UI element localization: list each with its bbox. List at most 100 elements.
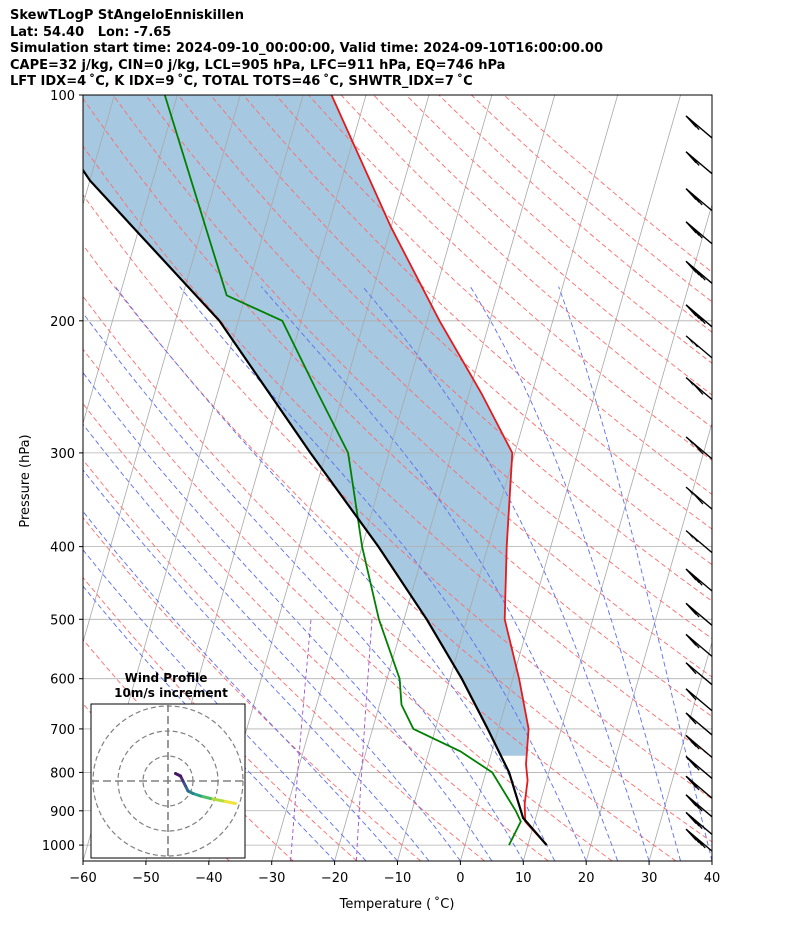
parcel-profile-line	[83, 168, 548, 846]
wind-barb	[685, 151, 713, 175]
moist-adiabat	[179, 286, 587, 861]
barb-half	[692, 781, 698, 788]
dry-adiabat	[83, 516, 421, 861]
barb-flag	[686, 436, 694, 447]
hodograph-segment	[174, 772, 182, 778]
dry-adiabat	[83, 194, 712, 800]
isotherm-gridline	[711, 859, 712, 861]
moist-adiabat	[83, 549, 367, 861]
barb-full	[691, 799, 703, 812]
y-tick-label: 1000	[42, 839, 75, 854]
moist-adiabat	[83, 585, 335, 861]
y-tick-label: 100	[50, 89, 75, 104]
dry-adiabat	[83, 244, 712, 843]
moist-adiabat	[260, 286, 619, 861]
x-tick-label: −30	[258, 871, 285, 886]
wind-barb	[685, 260, 713, 284]
barb-full	[688, 737, 700, 750]
barb-full	[694, 268, 706, 281]
wind-barb	[685, 633, 713, 657]
x-tick-label: 0	[456, 871, 464, 886]
simulation-time: Simulation start time: 2024-09-10_00:00:…	[10, 41, 603, 56]
wind-barb	[685, 828, 713, 852]
stability-indices-2: LFT IDX=4 ˚C, K IDX=9 ˚C, TOTAL TOTS=46 …	[10, 74, 473, 89]
wind-barb	[685, 486, 713, 510]
barb-shaft	[685, 377, 713, 401]
moist-adiabat	[83, 510, 398, 861]
barb-full	[692, 442, 704, 455]
dry-adiabat	[242, 95, 712, 530]
mixing-ratio-line	[290, 619, 312, 861]
hodograph-plot	[91, 704, 245, 858]
wind-barb	[685, 377, 713, 401]
cape-shading	[83, 95, 529, 756]
x-tick-label: 40	[704, 871, 721, 886]
barb-half	[695, 576, 701, 583]
dry-adiabat	[503, 95, 712, 273]
x-tick-label: 10	[515, 871, 532, 886]
dry-adiabat	[210, 95, 712, 566]
wind-barb	[685, 775, 713, 799]
barb-full	[688, 758, 700, 771]
barb-half	[692, 608, 698, 615]
barb-flag	[686, 377, 694, 387]
x-tick-label: −10	[384, 871, 411, 886]
x-tick-label: −60	[69, 871, 96, 886]
y-tick-label: 300	[50, 447, 75, 462]
barb-full	[688, 636, 700, 649]
wind-barb	[685, 662, 713, 686]
barb-half	[693, 341, 699, 348]
chart-title: SkewTLogP StAngeloEnniskillen	[10, 8, 244, 23]
y-tick-label: 700	[50, 723, 75, 738]
moist-adiabat	[83, 371, 493, 861]
y-tick-label: 200	[50, 315, 75, 330]
wind-barb	[685, 115, 713, 139]
wind-barb	[685, 688, 713, 712]
dry-adiabat	[83, 97, 712, 718]
wind-barb	[685, 436, 713, 460]
x-tick-label: −50	[132, 871, 159, 886]
wind-barb	[685, 530, 713, 554]
isotherm-gridline	[334, 95, 556, 861]
isotherm-gridline	[271, 95, 493, 861]
barb-half	[698, 315, 704, 321]
isotherm-gridline	[460, 95, 681, 861]
barb-full	[688, 118, 700, 131]
barb-flag	[686, 487, 694, 497]
wind-barb	[685, 755, 713, 779]
dry-adiabat	[83, 348, 613, 861]
y-tick-label: 800	[50, 766, 75, 781]
y-axis-label: Pressure (hPa)	[18, 434, 33, 527]
hodograph-subtitle: 10m/s increment	[114, 686, 228, 700]
barb-half	[693, 536, 699, 543]
mixing-ratio-line	[355, 619, 373, 861]
wind-barb	[685, 335, 713, 359]
barb-half	[689, 691, 695, 698]
moist-adiabat	[83, 423, 461, 861]
y-tick-label: 600	[50, 673, 75, 688]
barb-half	[695, 820, 701, 826]
barb-shaft	[685, 335, 713, 359]
hodograph-title: Wind Profile	[125, 671, 208, 685]
wind-barb	[685, 811, 713, 835]
moist-adiabat	[469, 286, 681, 861]
stability-indices-1: CAPE=32 j/kg, CIN=0 j/kg, LCL=905 hPa, L…	[10, 57, 506, 73]
barb-full	[691, 193, 703, 206]
barb-half	[695, 229, 701, 236]
x-tick-label: −40	[195, 871, 222, 886]
hodograph-segment	[199, 794, 212, 800]
y-tick-label: 900	[50, 805, 75, 820]
hodograph-segment	[221, 799, 237, 805]
wind-barb	[685, 304, 713, 328]
x-axis-label: Temperature ( ˚C)	[339, 896, 455, 912]
moist-adiabat	[362, 286, 650, 861]
moist-adiabat	[83, 312, 524, 861]
dry-adiabat	[275, 95, 712, 495]
barb-shaft	[685, 436, 713, 460]
barb-full	[692, 382, 704, 395]
barb-shaft	[685, 486, 713, 510]
barb-flag	[686, 335, 694, 346]
dry-adiabat	[340, 95, 712, 428]
wind-barb	[685, 712, 713, 736]
wind-barb	[685, 568, 713, 592]
